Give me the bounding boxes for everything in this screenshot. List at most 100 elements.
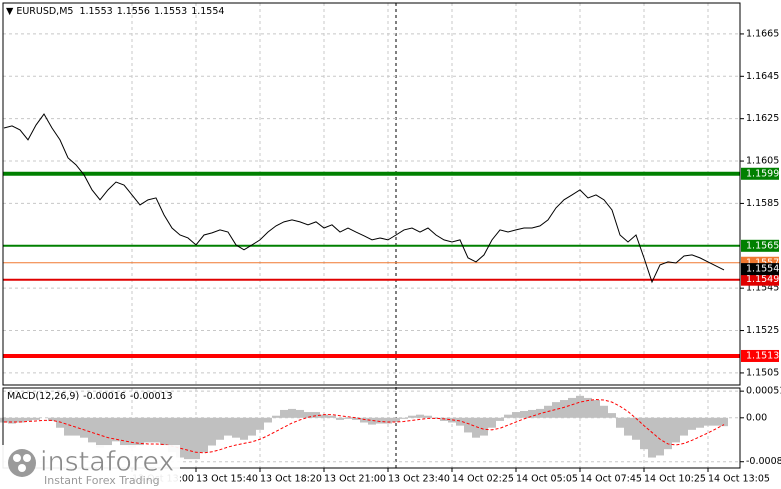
level-label: 1.1599 [746,168,779,179]
y-tick-label: 1.1585 [746,198,779,209]
macd-bar [136,417,144,446]
macd-bar [240,417,248,440]
watermark-brand: instaforex [40,447,174,478]
macd-bar [704,417,712,426]
x-tick-label: 13 Oct 23:40 [388,474,450,485]
macd-bar [224,417,232,436]
macd-bar [584,397,592,418]
macd-bar [672,417,680,443]
macd-bar [96,417,104,448]
macd-bar [288,408,296,418]
x-tick-label: 13 Oct 18:20 [260,474,322,485]
macd-bar [360,417,368,423]
macd-bar [168,417,176,453]
x-tick-label: 14 Oct 02:25 [452,474,514,485]
level-label: 1.1565 [746,240,779,251]
last-price-bg [741,263,779,276]
macd-bar [656,417,664,456]
open: 1.1553 [79,6,112,17]
x-tick-label: 14 Oct 10:25 [644,474,706,485]
macd-bar [632,417,640,440]
macd-bar [256,417,264,430]
y-tick-label: 1.1525 [746,325,779,336]
macd-bar [456,417,464,426]
macd-bar [720,417,728,427]
macd-bar [448,417,456,423]
macd-bar [568,397,576,418]
macd-bar [712,417,720,426]
macd-bar [392,417,400,422]
level-label: 1.1513 [746,350,779,361]
macd-bar [512,412,520,418]
signal-line [4,398,725,454]
y-tick-label: 0.00 [746,412,767,423]
macd-bar [112,417,120,442]
macd-bar [200,417,208,453]
macd-bar [624,417,632,436]
last-price-label: 1.1554 [746,264,779,275]
macd-bar [88,417,96,443]
macd-bar [608,413,616,418]
macd-bar [16,417,24,423]
high: 1.1556 [117,6,150,17]
macd-bar [688,417,696,430]
macd-bar [528,409,536,418]
macd-bar [576,395,584,418]
macd-bar [80,417,88,438]
watermark-tagline: Instant Forex Trading [44,474,160,487]
macd-bar [120,417,128,446]
macd-bar [368,417,376,425]
price-header: ▼ EURUSD,M5 1.1553 1.1556 1.1553 1.1554 [6,6,224,17]
macd-value: -0.00016 [83,391,126,402]
macd-bar [432,417,440,419]
macd-bar [344,417,352,419]
macd-bar [424,415,432,418]
price-line [3,113,725,284]
level-label-bg [741,273,779,286]
macd-bar [128,417,136,448]
macd-bar [648,417,656,458]
x-tick-label: 13 Oct 15:40 [196,474,258,485]
macd-bar [440,417,448,421]
signal-value: -0.00013 [130,391,173,402]
macd-bar [304,412,312,418]
macd-bar [320,414,328,418]
macd-bar [376,417,384,424]
macd-bar [280,409,288,418]
macd-title: MACD(12,26,9) [7,391,79,402]
y-tick-label: 1.1665 [746,28,779,39]
macd-bar [104,417,112,446]
macd-bar [296,409,304,418]
watermark: instaforex Instant Forex Trading [0,445,180,489]
macd-panel-frame [2,387,741,469]
x-tick-label: 14 Oct 07:45 [580,474,642,485]
price-panel-frame [2,2,741,386]
macd-bar [192,417,200,460]
x-tick-label: 14 Oct 05:05 [516,474,578,485]
macd-bar [616,417,624,428]
macd-bar [480,417,488,436]
low: 1.1553 [154,6,187,17]
macd-bar [264,417,272,423]
macd-bar [32,417,40,420]
macd-bar [336,417,344,420]
macd-bar [160,417,168,446]
x-tick-label: 14 Oct 13:05 [708,474,770,485]
level-label: 1.1549 [746,274,779,285]
logo-dot [18,464,26,472]
level-label-bg [741,167,779,180]
macd-bar [216,417,224,440]
logo-circle [8,449,36,477]
macd-bar [248,417,256,436]
close: 1.1554 [191,6,224,17]
macd-bar [0,417,8,423]
macd-bar [64,417,72,436]
macd-bar [152,417,160,443]
y-tick-label: -0.00084 [746,456,781,467]
y-tick-label: 1.1625 [746,113,779,124]
level-label-bg [741,239,779,252]
level-label: 1.1557 [746,257,779,268]
macd-bar [472,417,480,438]
